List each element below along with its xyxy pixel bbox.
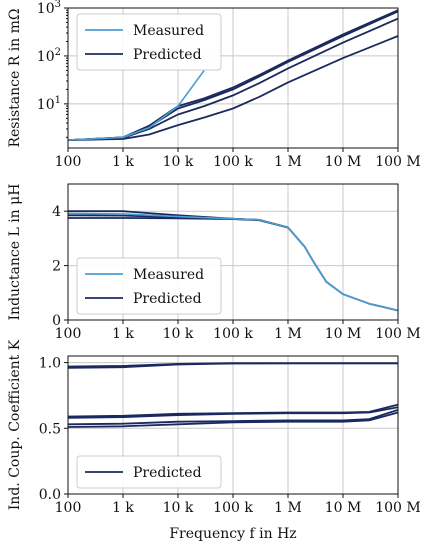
chart-panel-2: 100 1 k 10 k 100 k 1 M 10 M 100 M 0 2 4 Inductance… [7, 183, 421, 342]
legend-label-measured: Measured [133, 23, 204, 39]
y-tick-label: 4 [52, 204, 61, 220]
y-axis-label: Ind. Coup. Coefficient K [7, 339, 23, 510]
x-tick-label: 1 k [112, 500, 134, 516]
x-tick-label: 1 M [274, 500, 302, 516]
series-line-predicted-3 [67, 17, 399, 141]
x-tick-label: 1 k [112, 154, 134, 170]
series-line-predicted-4 [67, 35, 399, 141]
x-tick-label: 100 [55, 326, 82, 342]
legend-box [76, 455, 222, 489]
legend-label-predicted: Predicted [133, 465, 202, 481]
x-tick-label: 100 M [375, 500, 421, 516]
series-line-predicted-1 [67, 362, 398, 369]
x-tick-label: 10 k [163, 500, 194, 516]
series-line-predicted-4 [67, 409, 399, 426]
y-tick-label: 0 [52, 313, 61, 329]
legend-label-measured: Measured [133, 267, 204, 283]
x-tick-label: 100 M [375, 154, 421, 170]
y-tick-label: 1.0 [39, 356, 61, 372]
x-tick-label: 100 [55, 154, 82, 170]
legend-box [76, 13, 222, 71]
y-tick-label: 0.0 [39, 487, 61, 503]
y-tick-label: 0.5 [39, 421, 61, 437]
legend-label-predicted: Predicted [133, 291, 202, 307]
x-tick-label: 100 [55, 500, 82, 516]
x-tick-label: 100 k [213, 326, 253, 342]
x-tick-label: 1 M [274, 326, 302, 342]
chart-panel-1: 100 1 k 10 k 100 k 1 M 10 M 100 M 101 102 103 Resi… [7, 0, 421, 170]
y-axis-label: Resistance R in mΩ [7, 8, 23, 147]
x-axis-label: Frequency f in Hz [169, 526, 296, 542]
y-axis-label: Inductance L in μH [7, 184, 23, 321]
x-tick-label: 1 k [112, 326, 134, 342]
x-tick-label: 10 M [325, 154, 362, 170]
y-tick-label: 101 [37, 95, 61, 113]
x-tick-label: 10 k [163, 326, 194, 342]
legend: Measured Predicted [76, 257, 222, 315]
chart-panel-3: 100 1 k 10 k 100 k 1 M 10 M 100 M 0.0 0.5 1.0 Ind.… [7, 339, 421, 542]
series-line-measured [67, 69, 205, 141]
legend-box [76, 257, 222, 315]
x-tick-label: 10 M [325, 500, 362, 516]
legend-label-predicted: Predicted [133, 47, 202, 63]
x-tick-label: 100 k [213, 500, 253, 516]
x-tick-label: 10 M [325, 326, 362, 342]
y-tick-label: 103 [37, 0, 61, 17]
y-tick-label: 102 [37, 47, 61, 65]
legend: Predicted [76, 455, 222, 489]
x-tick-label: 100 M [375, 326, 421, 342]
series-line-measured [67, 212, 399, 312]
series-line-predicted-5 [67, 411, 399, 428]
x-tick-label: 1 M [274, 154, 302, 170]
y-tick-label: 2 [52, 259, 61, 275]
series-line-predicted-3 [67, 406, 399, 419]
legend: Measured Predicted [76, 13, 222, 71]
x-tick-label: 10 k [163, 154, 194, 170]
x-tick-label: 100 k [213, 154, 253, 170]
